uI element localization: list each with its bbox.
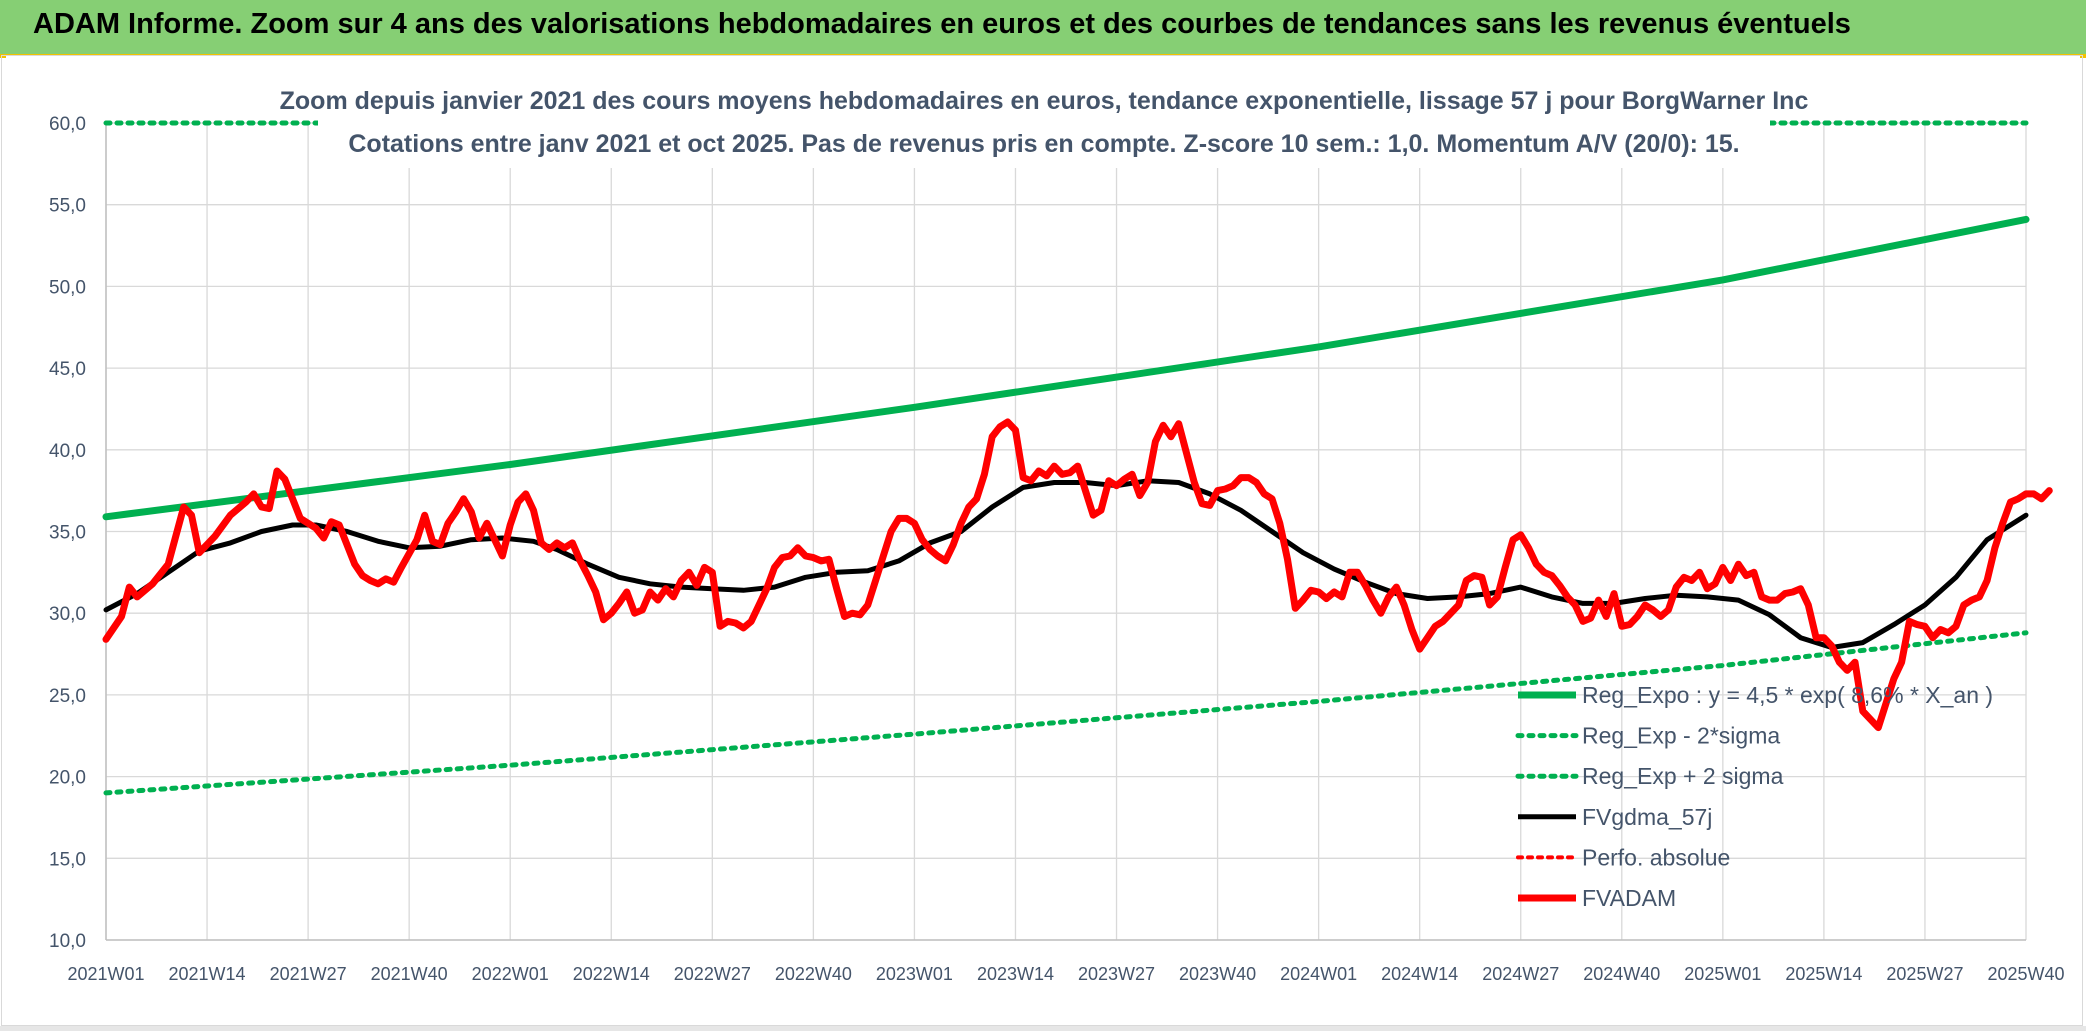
y-tick-label: 15,0 bbox=[49, 849, 86, 870]
x-tick-label: 2023W27 bbox=[1078, 964, 1155, 984]
x-tick-label: 2021W14 bbox=[169, 964, 246, 984]
y-tick-label: 35,0 bbox=[49, 523, 86, 544]
x-tick-label: 2023W40 bbox=[1179, 964, 1256, 984]
banner-corner-left bbox=[0, 54, 6, 58]
y-tick-label: 20,0 bbox=[49, 768, 86, 789]
banner-corner-right bbox=[2080, 54, 2086, 58]
x-tick-label: 2024W27 bbox=[1482, 964, 1559, 984]
x-tick-label: 2021W27 bbox=[270, 964, 347, 984]
x-tick-label: 2022W14 bbox=[573, 964, 650, 984]
series-line-fvgdma bbox=[103, 478, 2029, 650]
x-tick-label: 2023W01 bbox=[876, 964, 953, 984]
legend-label-perfo: Perfo. absolue bbox=[1582, 844, 1730, 870]
x-axis-ticks: 2021W01 2021W14 2021W27 2021W40 2022W01 2022W… bbox=[67, 964, 2064, 984]
x-tick-label: 2021W40 bbox=[371, 964, 448, 984]
x-tick-label: 2025W40 bbox=[1987, 964, 2064, 984]
x-tick-label: 2025W14 bbox=[1785, 964, 1862, 984]
y-axis-ticks: 10,0 15,0 20,0 25,0 30,0 35,0 40,0 45,0 50,0 55,0… bbox=[49, 114, 86, 952]
x-tick-label: 2023W14 bbox=[977, 964, 1054, 984]
series-line-reg-low bbox=[103, 630, 2029, 796]
legend: Reg_Expo : y = 4,5 * exp( 8,6% * X_an ) R… bbox=[1515, 682, 1993, 911]
legend-label-reg-high: Reg_Exp + 2 sigma bbox=[1582, 763, 1784, 789]
y-tick-label: 50,0 bbox=[49, 277, 86, 298]
chart-subtitle-line1: Zoom depuis janvier 2021 des cours moyen… bbox=[280, 87, 1809, 115]
legend-label-fvadam: FVADAM bbox=[1582, 885, 1676, 911]
series-line-fvadam bbox=[102, 418, 2053, 732]
legend-label-reg-low: Reg_Exp - 2*sigma bbox=[1582, 723, 1780, 749]
y-tick-label: 60,0 bbox=[49, 114, 86, 135]
x-tick-label: 2025W01 bbox=[1684, 964, 1761, 984]
subtitle-background bbox=[318, 86, 1770, 168]
x-tick-label: 2024W01 bbox=[1280, 964, 1357, 984]
x-tick-label: 2021W01 bbox=[67, 964, 144, 984]
y-tick-label: 10,0 bbox=[49, 931, 86, 952]
y-tick-label: 25,0 bbox=[49, 686, 86, 707]
chart-frame bbox=[1, 55, 2083, 1026]
grid-lines bbox=[105, 122, 2027, 941]
y-tick-label: 45,0 bbox=[49, 359, 86, 380]
chart-subtitle-line2: Cotations entre janv 2021 et oct 2025. P… bbox=[348, 130, 1739, 158]
series-line-reg-expo bbox=[102, 215, 2030, 521]
x-tick-label: 2022W40 bbox=[775, 964, 852, 984]
x-tick-label: 2024W40 bbox=[1583, 964, 1660, 984]
x-tick-label: 2022W27 bbox=[674, 964, 751, 984]
x-tick-label: 2024W14 bbox=[1381, 964, 1458, 984]
report-title: ADAM Informe. Zoom sur 4 ans des valoris… bbox=[33, 8, 1851, 40]
y-tick-label: 30,0 bbox=[49, 604, 86, 625]
bottom-rule bbox=[0, 1026, 2086, 1031]
x-tick-label: 2022W01 bbox=[472, 964, 549, 984]
report-banner: ADAM Informe. Zoom sur 4 ans des valoris… bbox=[0, 0, 2086, 56]
legend-label-fvgdma: FVgdma_57j bbox=[1582, 804, 1712, 830]
y-tick-label: 55,0 bbox=[49, 196, 86, 217]
legend-label-reg-expo: Reg_Expo : y = 4,5 * exp( 8,6% * X_an ) bbox=[1582, 682, 1993, 708]
series-lines bbox=[102, 120, 2053, 796]
x-tick-label: 2025W27 bbox=[1886, 964, 1963, 984]
y-tick-label: 40,0 bbox=[49, 441, 86, 462]
